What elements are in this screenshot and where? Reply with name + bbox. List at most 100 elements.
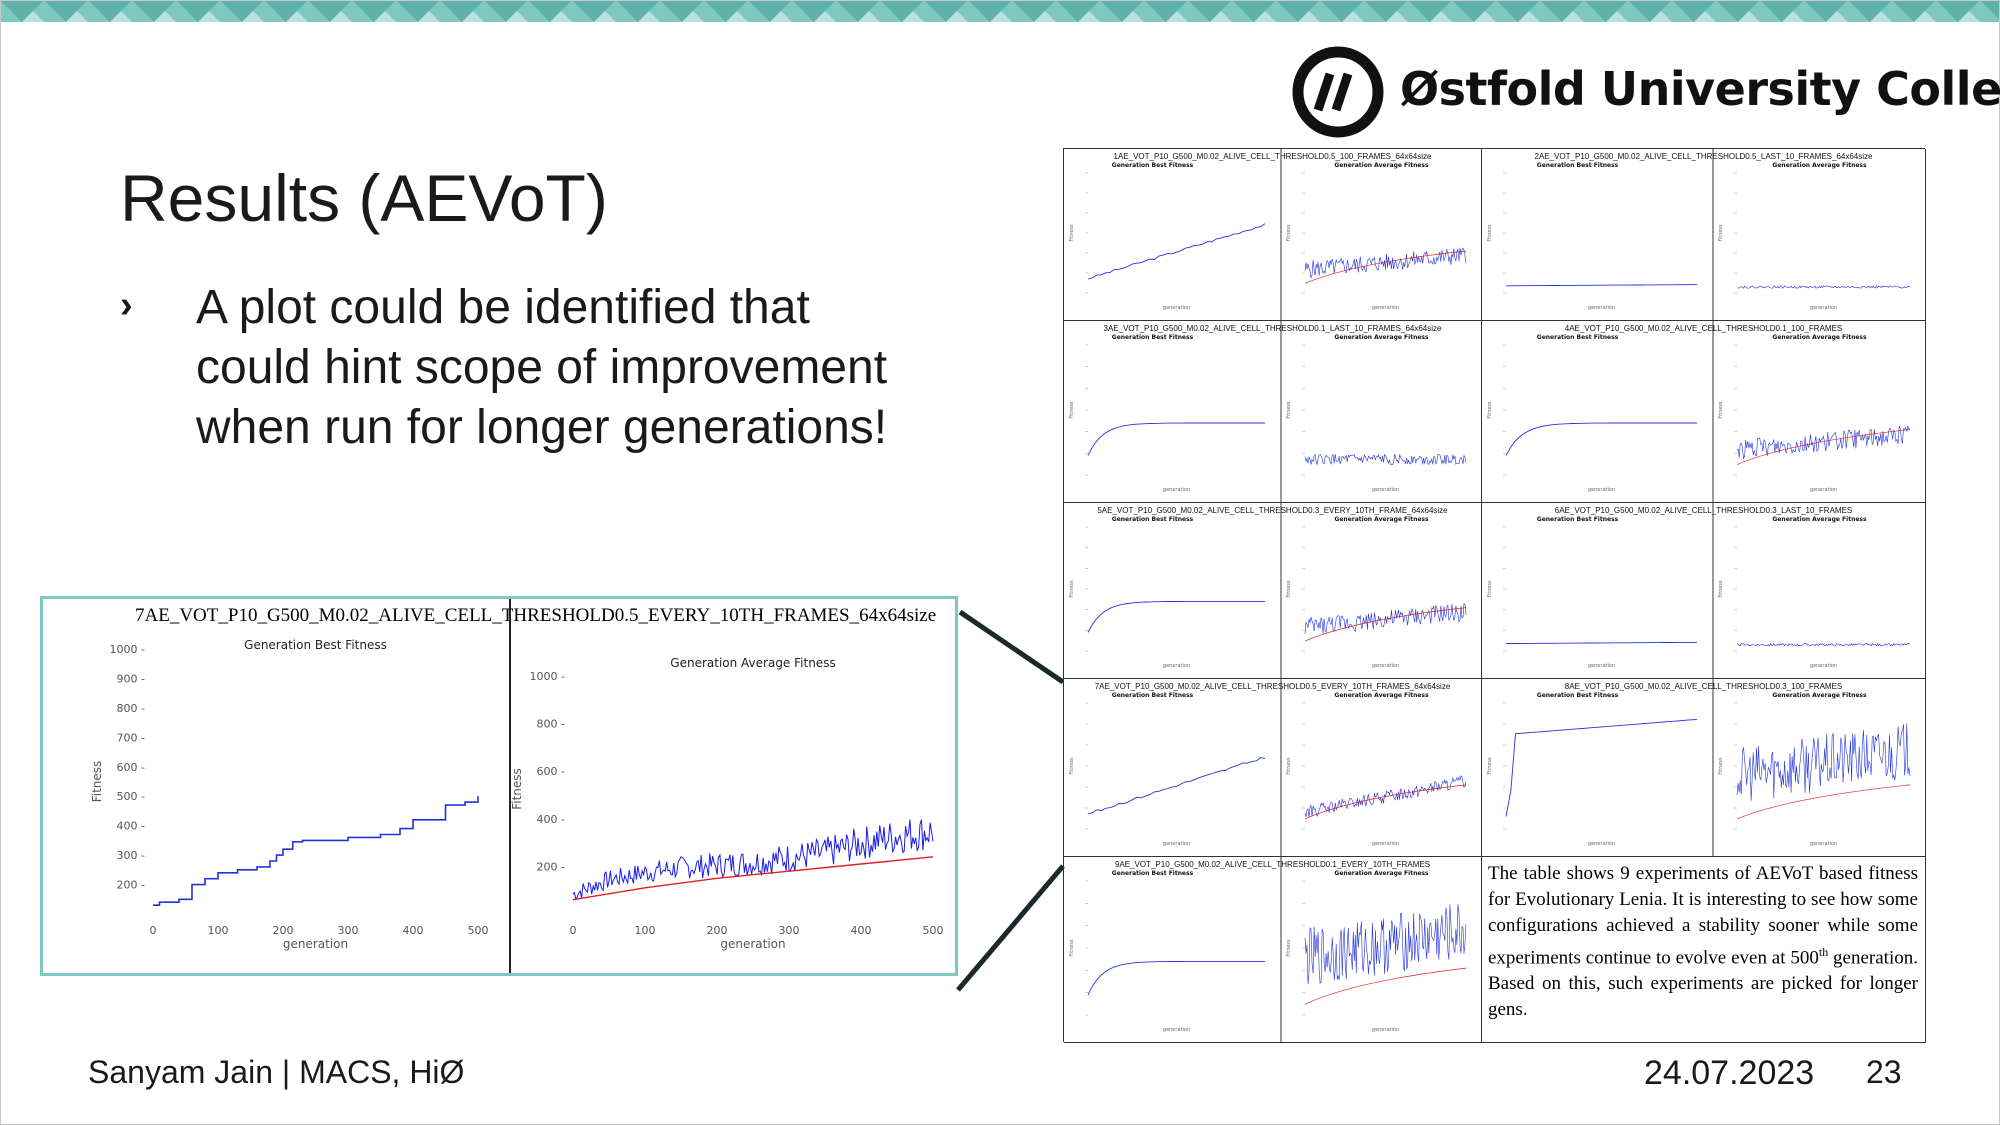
mini-y-label: Fitness — [1487, 580, 1493, 598]
experiment-title: 5AE_VOT_P10_G500_M0.02_ALIVE_CELL_THRESH… — [1097, 506, 1448, 515]
university-logo: Østfold University College — [1290, 44, 2000, 140]
zoom-charts: Generation Best Fitness 1000 - 900 - 800 - 7… — [90, 638, 944, 951]
y-tick-label: 600 - — [117, 761, 145, 774]
mini-best-chart: Generation Best Fitness generation Fitness — [1069, 162, 1266, 311]
banner-triangle — [1254, 11, 1276, 22]
banner-triangle — [1914, 11, 1936, 22]
y-tick-label: 700 - — [117, 731, 145, 744]
banner-triangle — [1892, 0, 1936, 22]
banner-triangle — [1562, 11, 1584, 22]
experiment-plots: Generation Best Fitness generation Fitness… — [1487, 321, 1911, 503]
experiment-title: 8AE_VOT_P10_G500_M0.02_ALIVE_CELL_THRESH… — [1564, 682, 1843, 691]
banner-triangle — [176, 0, 220, 22]
mini-avg-line — [1304, 603, 1467, 634]
experiment-cell: 8AE_VOT_P10_G500_M0.02_ALIVE_CELL_THRESH… — [1482, 679, 1926, 857]
mini-best-line — [1087, 600, 1265, 633]
avg-fitness-chart: Generation Average Fitness 1000 - 800 - 600… — [510, 656, 944, 951]
experiment-plots: Generation Best Fitness generation Fitness… — [1487, 679, 1911, 857]
mini-avg-chart: Generation Average Fitness generation Fitn… — [1718, 516, 1911, 669]
x-tick-label: 100 — [635, 924, 656, 937]
mini-y-label: Fitness — [1069, 224, 1075, 242]
mini-best-chart: Generation Best Fitness generation Fitness — [1069, 870, 1265, 1033]
mini-plot-title: Generation Best Fitness — [1537, 334, 1619, 341]
banner-triangle — [0, 0, 44, 22]
experiment-title: 1AE_VOT_P10_G500_M0.02_ALIVE_CELL_THRESH… — [1113, 152, 1432, 161]
description-text: The table shows 9 experiments of AEVoT b… — [1488, 861, 1918, 1023]
mini-y-label: Fitness — [1286, 401, 1292, 419]
banner-triangle — [1606, 11, 1628, 22]
banner-triangle — [374, 11, 396, 22]
banner-triangle — [1474, 11, 1496, 22]
banner-triangle — [1870, 11, 1892, 22]
banner-triangle — [1958, 11, 1980, 22]
mini-trend-line — [1304, 967, 1467, 1005]
y-tick-label: 400 - — [117, 820, 145, 833]
mini-x-label: generation — [1372, 487, 1399, 493]
best-fitness-line — [153, 796, 479, 906]
mini-avg-line — [1304, 775, 1467, 818]
mini-plot-title: Generation Average Fitness — [1772, 162, 1867, 169]
banner-triangle — [1078, 11, 1100, 22]
mini-best-line — [1505, 641, 1698, 645]
banner-triangle — [1056, 0, 1100, 22]
mini-avg-chart: Generation Average Fitness generation Fitn… — [1286, 516, 1467, 669]
best-fitness-chart: Generation Best Fitness 1000 - 900 - 800 - 7… — [90, 638, 489, 951]
mini-y-label: Fitness — [1487, 224, 1493, 242]
banner-triangle — [902, 11, 924, 22]
mini-best-line — [1506, 284, 1697, 287]
experiment-plots: Generation Best Fitness generation Fitness… — [1069, 321, 1467, 503]
banner-triangle — [440, 0, 484, 22]
x-axis-label: generation — [720, 937, 785, 951]
banner-triangle — [572, 0, 616, 22]
banner-triangle — [88, 0, 132, 22]
banner-triangle — [682, 11, 704, 22]
experiment-title: 9AE_VOT_P10_G500_M0.02_ALIVE_CELL_THRESH… — [1114, 860, 1431, 869]
mini-plot-title: Generation Average Fitness — [1334, 334, 1429, 341]
banner-triangle — [1100, 0, 1144, 22]
mini-plot-title: Generation Best Fitness — [1537, 516, 1619, 523]
mini-trend-line — [1736, 784, 1911, 820]
banner-triangle — [1826, 11, 1848, 22]
y-tick-label: 800 - — [117, 702, 145, 715]
mini-x-label: generation — [1163, 841, 1190, 847]
page-number: 23 — [1866, 1054, 1902, 1090]
mini-avg-line — [1304, 904, 1467, 985]
mini-y-label: Fitness — [1718, 580, 1724, 598]
x-tick-label: 500 — [468, 924, 489, 937]
banner-triangle — [1320, 0, 1364, 22]
mini-avg-chart: Generation Average Fitness generation Fitn… — [1718, 162, 1911, 311]
mini-best-chart: Generation Best Fitness generation Fitness — [1069, 334, 1265, 493]
mini-x-label: generation — [1163, 487, 1190, 493]
banner-triangle — [264, 0, 308, 22]
mini-y-label: Fitness — [1718, 401, 1724, 419]
banner-triangle — [638, 11, 660, 22]
mini-plot-title: Generation Average Fitness — [1772, 334, 1867, 341]
banner-triangle — [1672, 0, 1716, 22]
banner-triangle — [924, 0, 968, 22]
footer-author: Sanyam Jain | MACS, HiØ — [88, 1054, 465, 1090]
banner-triangle — [1034, 11, 1056, 22]
mini-x-label: generation — [1810, 487, 1837, 493]
mini-plot-title: Generation Average Fitness — [1334, 692, 1429, 699]
experiment-cell: 2AE_VOT_P10_G500_M0.02_ALIVE_CELL_THRESH… — [1482, 149, 1926, 321]
mini-plot-title: Generation Best Fitness — [1537, 692, 1619, 699]
banner-triangle — [880, 0, 924, 22]
banner-triangle — [1364, 0, 1408, 22]
banner-triangle — [1760, 0, 1804, 22]
banner-triangle — [858, 11, 880, 22]
y-tick-label: 200 - — [117, 879, 145, 892]
mini-trend-line — [1304, 607, 1467, 642]
x-tick-label: 0 — [570, 924, 577, 937]
y-tick-label: 500 - — [117, 790, 145, 803]
x-tick-label: 400 — [403, 924, 424, 937]
experiment-cell: 5AE_VOT_P10_G500_M0.02_ALIVE_CELL_THRESH… — [1064, 503, 1482, 679]
mini-y-label: Fitness — [1286, 580, 1292, 598]
banner-triangle — [1144, 0, 1188, 22]
banner-triangle — [814, 11, 836, 22]
logo-text: Østfold University College — [1400, 62, 2000, 116]
x-tick-label: 300 — [338, 924, 359, 937]
zoomed-plot-panel: 7AE_VOT_P10_G500_M0.02_ALIVE_CELL_THRESH… — [40, 596, 958, 976]
banner-triangle — [1540, 0, 1584, 22]
experiment-title: 7AE_VOT_P10_G500_M0.02_ALIVE_CELL_THRESH… — [1094, 682, 1451, 691]
mini-x-label: generation — [1372, 305, 1399, 311]
